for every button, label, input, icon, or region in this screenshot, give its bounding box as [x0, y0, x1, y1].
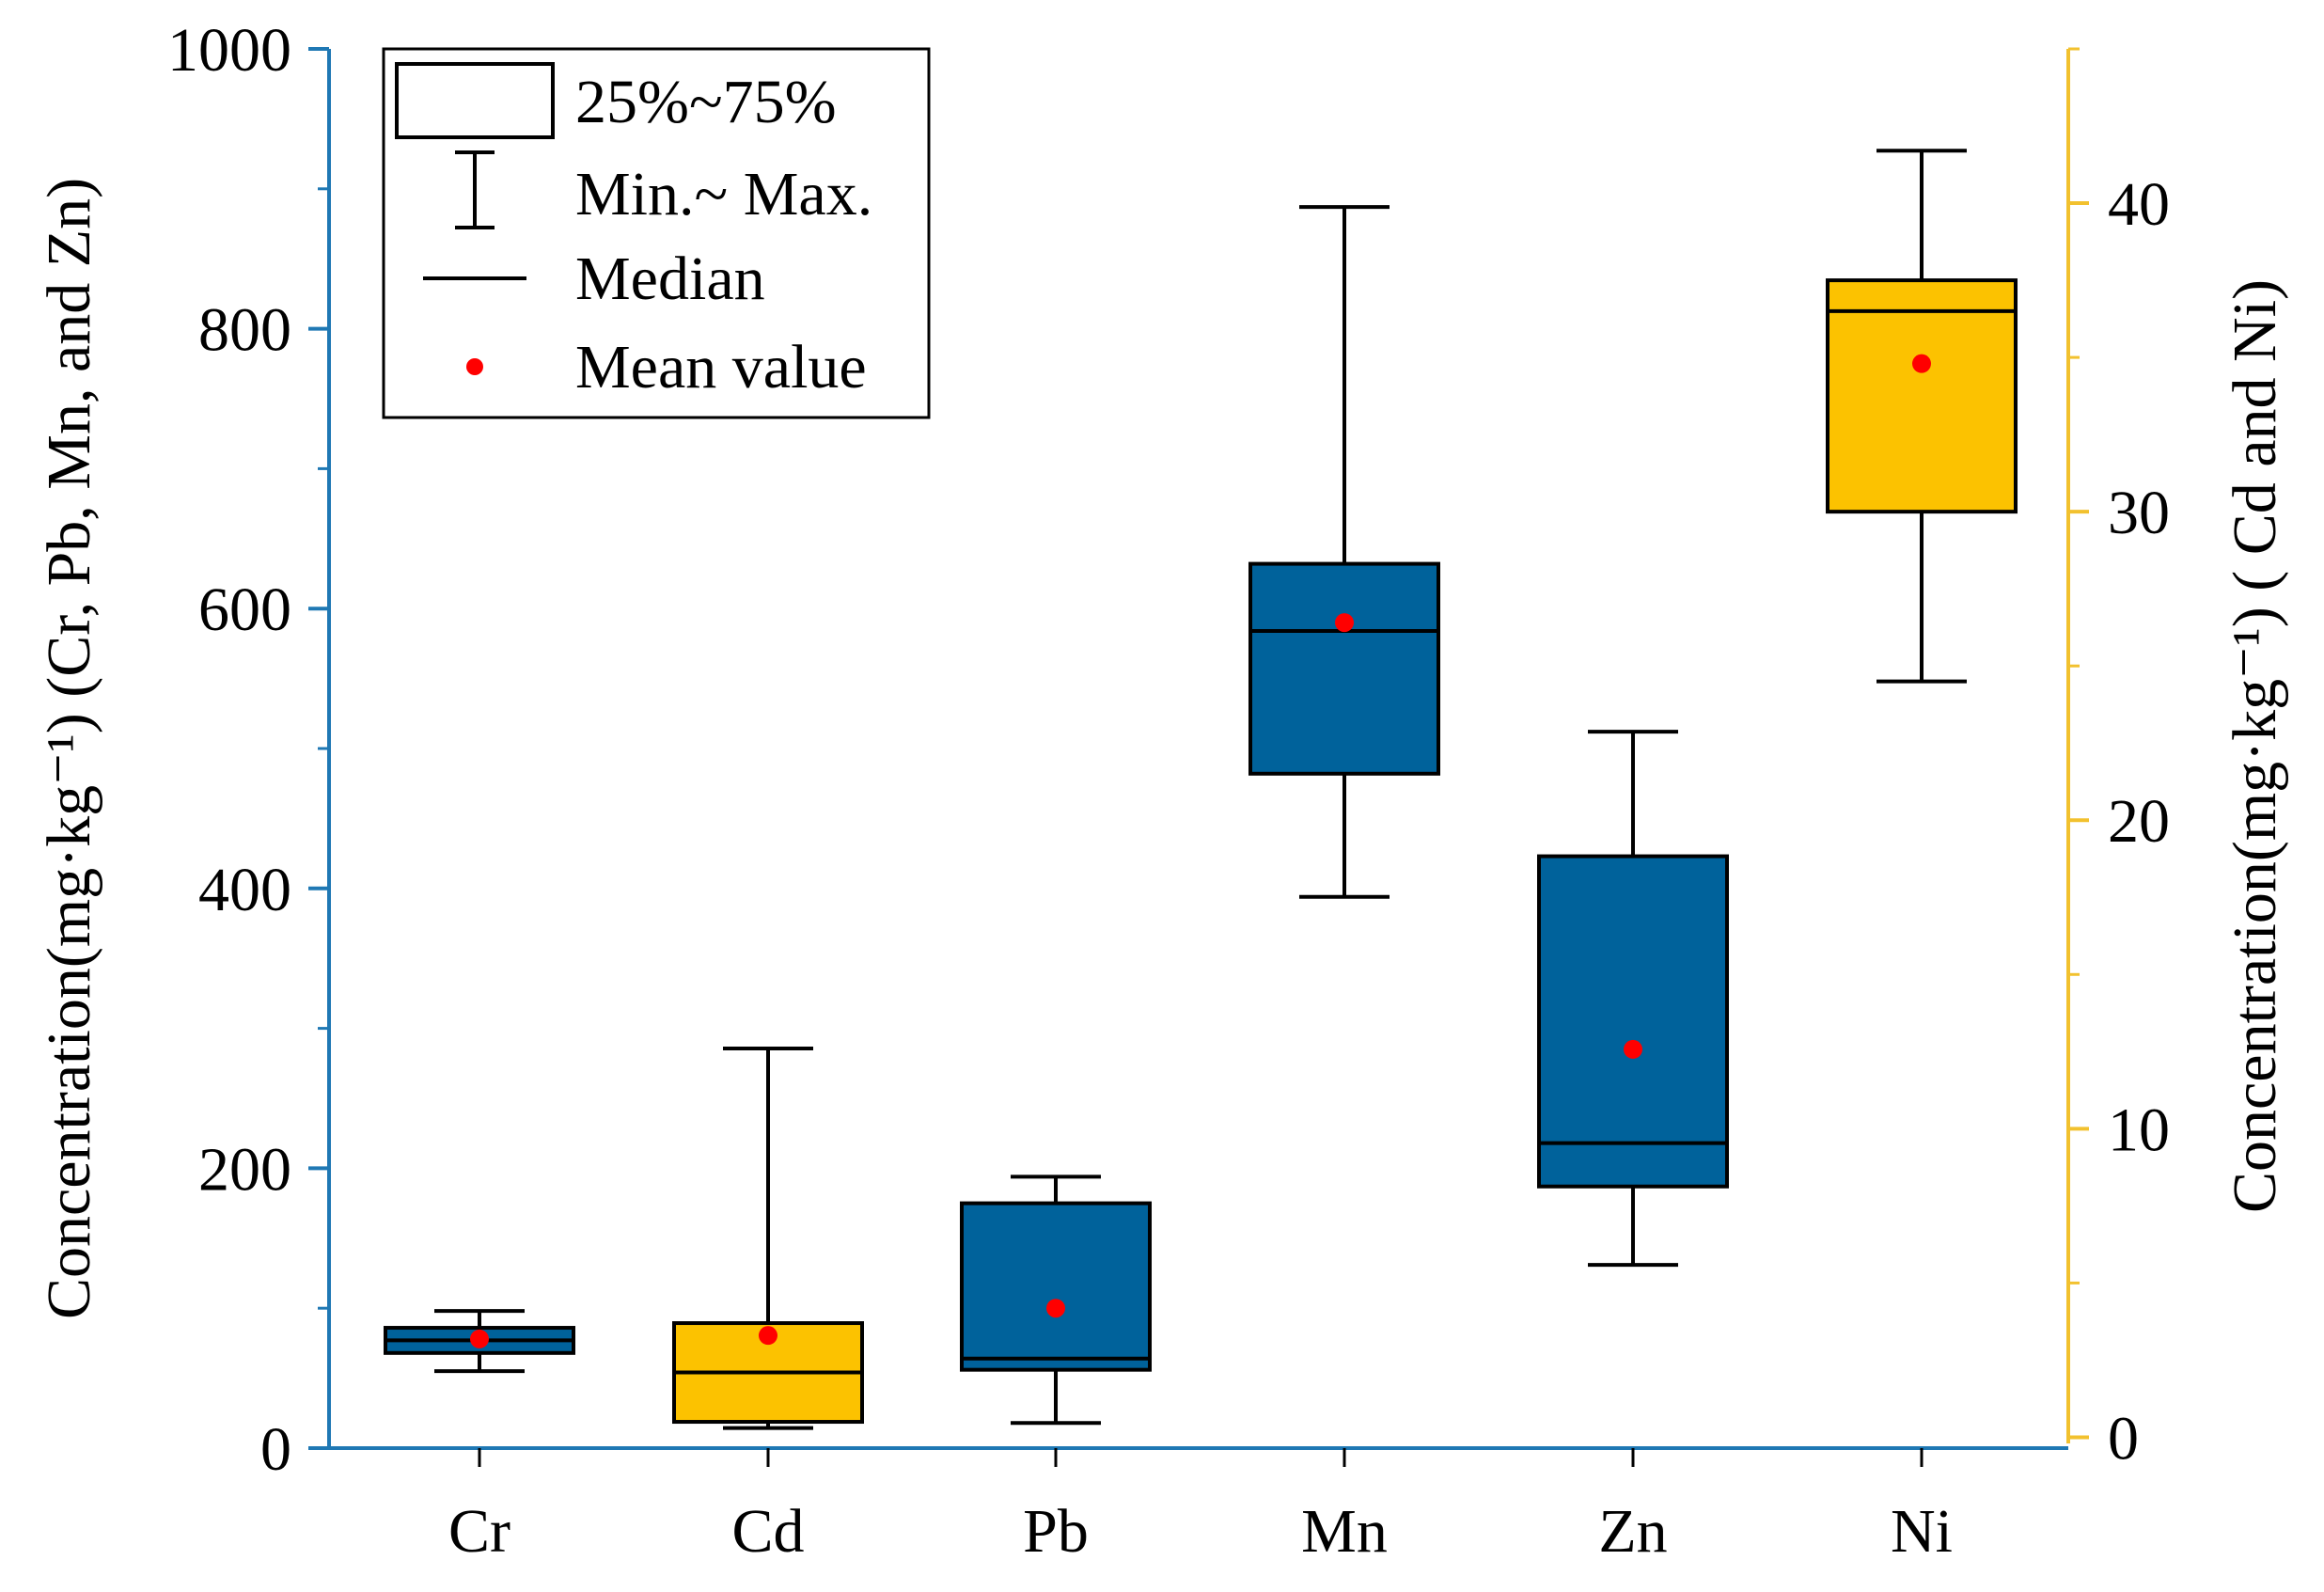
- left-tick-label: 400: [198, 856, 291, 924]
- x-tick-label: Ni: [1891, 1497, 1953, 1566]
- x-axis: Cr Cd Pb Mn Zn Ni: [329, 1446, 2068, 1566]
- right-tick-label: 40: [2108, 170, 2170, 239]
- right-axis: 0 10 20 30 40 Concentration(mg·kg⁻¹) ( Cd and…: [2066, 47, 2289, 1473]
- right-tick-label: 20: [2108, 787, 2170, 856]
- legend-label-mean: Mean value: [575, 333, 867, 402]
- iqr-box-zn: [1537, 854, 1729, 1189]
- mean-pb: [1046, 1299, 1065, 1318]
- legend-mean-swatch: [466, 358, 483, 375]
- x-tick-label: Pb: [1023, 1497, 1089, 1566]
- chart-marks: [384, 149, 2018, 1430]
- left-tick-label: 600: [198, 575, 291, 644]
- left-axis: 0 200 400 600 800 1000 Concentration(mg·kg⁻¹) …: [35, 16, 331, 1484]
- iqr-box-mn: [1248, 561, 1440, 776]
- legend-box-swatch: [395, 62, 555, 139]
- iqr-box-pb: [960, 1201, 1152, 1372]
- left-tick-label: 800: [198, 296, 291, 365]
- legend: 25%~75% Min.~ Max. Median Mean value: [382, 47, 931, 419]
- right-tick-label: 30: [2108, 479, 2170, 547]
- right-tick-label: 0: [2108, 1404, 2139, 1473]
- iqr-box-ni: [1826, 278, 2018, 514]
- x-tick-label: Cd: [731, 1497, 804, 1566]
- left-tick-label: 1000: [167, 16, 291, 85]
- right-axis-title: Concentration(mg·kg⁻¹) ( Cd and Ni): [2221, 279, 2289, 1213]
- box-zn: [1537, 730, 1729, 1268]
- left-tick-label: 200: [198, 1135, 291, 1204]
- x-tick-label: Zn: [1598, 1497, 1667, 1566]
- mean-zn: [1624, 1039, 1642, 1059]
- x-tick-label: Mn: [1301, 1497, 1388, 1566]
- box-pb: [960, 1174, 1152, 1426]
- box-cr: [384, 1309, 575, 1374]
- left-axis-title: Concentration(mg·kg⁻¹) (Cr, Pb, Mn, and …: [35, 178, 103, 1319]
- box-cd: [672, 1047, 864, 1430]
- legend-label-box: 25%~75%: [575, 68, 837, 136]
- mean-ni: [1912, 354, 1931, 373]
- x-tick-label: Cr: [448, 1497, 510, 1566]
- legend-label-whisker: Min.~ Max.: [575, 160, 872, 229]
- left-tick-label: 0: [260, 1415, 291, 1484]
- mean-cr: [470, 1329, 489, 1348]
- box-ni: [1826, 149, 2018, 684]
- mean-mn: [1335, 613, 1354, 633]
- mean-cd: [759, 1326, 777, 1346]
- right-tick-label: 10: [2108, 1095, 2170, 1164]
- legend-label-median: Median: [575, 244, 765, 313]
- box-mn: [1248, 205, 1440, 899]
